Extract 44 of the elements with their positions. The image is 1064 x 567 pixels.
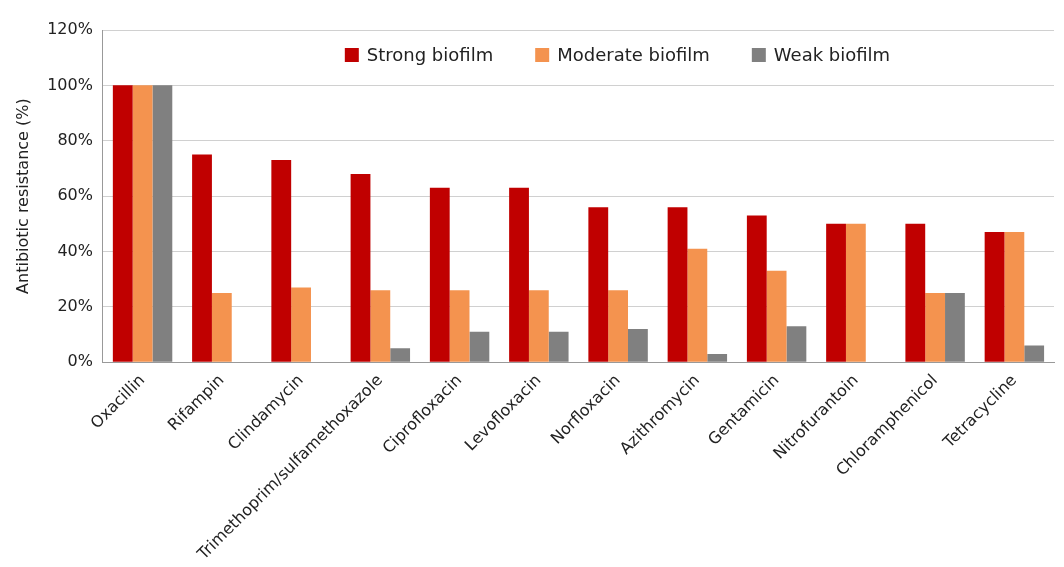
y-tick-label: 40% (57, 240, 93, 260)
y-tick-label: 120% (47, 19, 93, 39)
bar (291, 287, 311, 362)
legend-label: Moderate biofilm (557, 43, 710, 65)
bar (608, 290, 629, 362)
bar (984, 232, 1005, 362)
bar (746, 215, 767, 362)
bar (1024, 345, 1045, 362)
bar (845, 223, 866, 362)
bar (707, 353, 728, 362)
bar (469, 331, 490, 362)
bar (687, 248, 708, 362)
y-tick-label: 0% (67, 351, 93, 371)
bar (945, 292, 965, 362)
bar (370, 290, 391, 362)
y-tick-label: 20% (57, 295, 93, 315)
y-tick-label: 100% (47, 74, 93, 94)
bar (509, 187, 529, 362)
bar (925, 292, 946, 362)
bar (350, 173, 371, 362)
bar (152, 85, 173, 362)
bar (826, 223, 846, 362)
bar (628, 328, 648, 362)
bar (588, 207, 609, 362)
bar (667, 207, 688, 362)
y-tick-label: 60% (57, 185, 93, 205)
bar (211, 292, 232, 362)
bar (528, 290, 549, 362)
bar (390, 348, 411, 362)
bar (548, 331, 569, 362)
bar (905, 223, 926, 362)
bar (132, 85, 153, 362)
y-tick-label: 80% (57, 129, 93, 149)
legend-label: Strong biofilm (366, 43, 494, 65)
bar (271, 160, 292, 362)
bar (112, 85, 133, 362)
bar (1004, 232, 1025, 362)
bar (449, 290, 470, 362)
bar (429, 187, 450, 362)
bar (766, 270, 787, 362)
bar (192, 154, 212, 362)
legend-label: Weak biofilm (773, 43, 891, 65)
bar (786, 326, 807, 362)
y-axis-title: Antibiotic resistance (%) (12, 98, 32, 294)
